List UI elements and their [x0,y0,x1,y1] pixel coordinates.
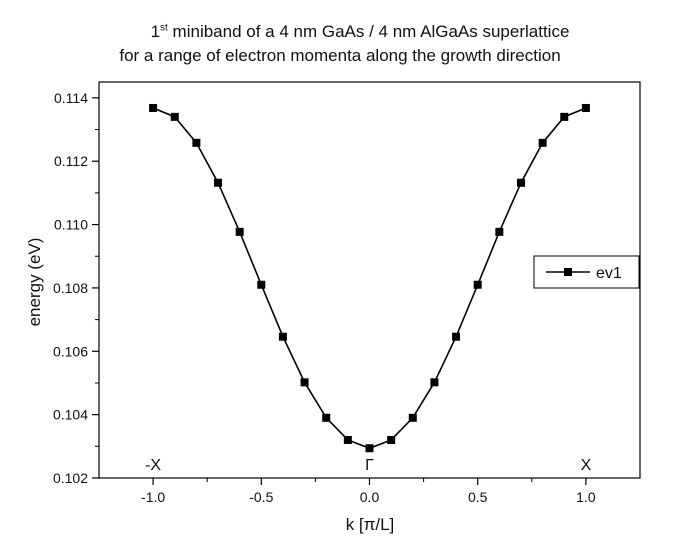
data-point [516,178,525,187]
ticks-layer: -1.0 -0.5 0.0 0.5 1.0 0.102 0.104 0.106 0.108 0.1… [53,90,596,505]
data-point [452,332,461,341]
data-point [300,378,309,387]
data-point [581,103,590,112]
y-tick-label: 0.104 [53,407,88,423]
y-tick-label: 0.106 [53,343,88,359]
data-point [278,332,287,341]
data-point [473,280,482,289]
annotation-label: X [581,457,592,474]
title-ordinal-suffix: st [160,22,168,34]
x-tick-label: -1.0 [141,489,165,505]
data-point [257,280,266,289]
data-point [538,138,547,147]
y-tick-label: 0.110 [54,217,88,233]
title-ordinal: 1 [150,22,161,41]
y-axis-label: energy (eV) [25,238,44,327]
legend-marker [564,268,572,276]
data-point [387,435,396,444]
x-tick-label: 1.0 [576,489,596,505]
legend-label: ev1 [596,265,622,282]
data-point [170,112,179,121]
chart-title-line1: 1st miniband of a 4 nm GaAs / 4 nm AlGaA… [30,22,689,42]
data-point [430,378,439,387]
x-tick-label: -0.5 [249,489,273,505]
data-point [408,413,417,422]
data-point [149,103,158,112]
annotations-layer: -X Γ X [145,457,591,474]
data-point [365,444,374,453]
data-point [495,227,504,236]
title-text: miniband of a 4 nm GaAs / 4 nm AlGaAs su… [167,22,570,41]
x-tick-label: 0.0 [360,489,380,505]
legend: ev1 [533,255,640,289]
annotation-label: -X [145,457,161,474]
data-point [214,178,223,187]
y-tick-label: 0.108 [53,280,88,296]
data-point [322,413,331,422]
y-tick-label: 0.112 [54,153,88,169]
data-point [560,112,569,121]
data-point [192,138,201,147]
data-point [343,435,352,444]
series-line-ev1 [152,107,587,450]
chart-title-line2: for a range of electron momenta along th… [119,46,561,65]
x-tick-label: 0.5 [468,489,488,505]
series-layer [149,103,590,453]
x-axis-label: k [π/L] [346,515,395,534]
data-point [235,227,244,236]
y-tick-label: 0.114 [54,90,88,106]
y-tick-label: 0.102 [53,470,88,486]
annotation-label: Γ [365,457,374,474]
